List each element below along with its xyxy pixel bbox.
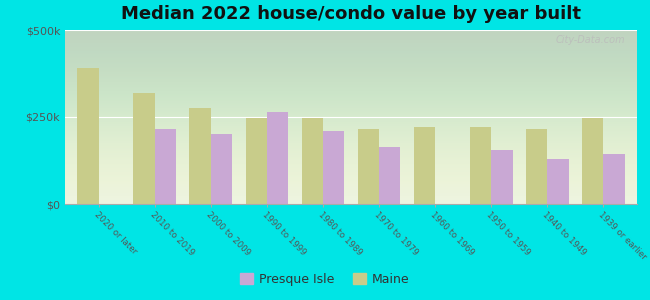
Bar: [133, 93, 155, 204]
Bar: [547, 159, 569, 204]
Bar: [77, 68, 99, 204]
Bar: [603, 154, 625, 204]
Bar: [358, 129, 379, 204]
Bar: [379, 147, 400, 204]
Bar: [470, 127, 491, 204]
Title: Median 2022 house/condo value by year built: Median 2022 house/condo value by year bu…: [121, 5, 581, 23]
Bar: [414, 128, 435, 204]
Bar: [582, 118, 603, 204]
Bar: [491, 150, 512, 204]
Bar: [267, 112, 288, 204]
Bar: [302, 118, 323, 204]
Bar: [190, 108, 211, 204]
Bar: [323, 131, 345, 204]
Bar: [155, 129, 176, 204]
Text: City-Data.com: City-Data.com: [556, 35, 625, 45]
Bar: [526, 129, 547, 204]
Bar: [211, 134, 232, 204]
Bar: [246, 118, 267, 204]
Legend: Presque Isle, Maine: Presque Isle, Maine: [235, 268, 415, 291]
